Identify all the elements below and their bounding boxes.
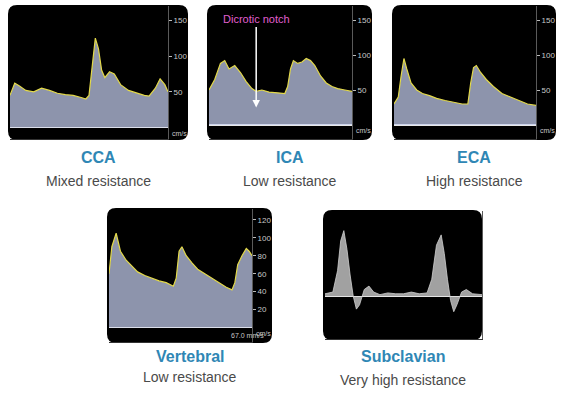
- svg-text:Low resistance: Low resistance: [143, 369, 237, 385]
- svg-text:cm/s: cm/s: [172, 130, 187, 137]
- svg-text:100: 100: [258, 234, 272, 243]
- svg-text:150: 150: [174, 16, 188, 25]
- svg-text:Mixed resistance: Mixed resistance: [46, 173, 151, 189]
- svg-text:High resistance: High resistance: [426, 173, 523, 189]
- svg-text:Very high resistance: Very high resistance: [340, 372, 466, 388]
- svg-text:ICA: ICA: [276, 149, 304, 166]
- svg-text:40: 40: [258, 287, 267, 296]
- svg-text:150: 150: [358, 16, 372, 25]
- svg-text:20: 20: [258, 305, 267, 314]
- svg-text:Dicrotic notch: Dicrotic notch: [223, 13, 290, 25]
- svg-text:50: 50: [358, 86, 367, 95]
- svg-text:Low resistance: Low resistance: [243, 173, 337, 189]
- svg-text:60: 60: [258, 270, 267, 279]
- svg-text:cm/s: cm/s: [256, 330, 271, 337]
- svg-text:80: 80: [258, 252, 267, 261]
- svg-text:ECA: ECA: [457, 149, 491, 166]
- svg-text:Subclavian: Subclavian: [361, 348, 445, 365]
- svg-text:100: 100: [358, 51, 372, 60]
- svg-text:50: 50: [542, 86, 551, 95]
- svg-text:50: 50: [174, 88, 183, 97]
- svg-text:100: 100: [542, 51, 556, 60]
- svg-text:67.0 mm/s: 67.0 mm/s: [231, 332, 264, 339]
- svg-text:cm/s: cm/s: [540, 127, 555, 134]
- svg-text:Vertebral: Vertebral: [156, 348, 224, 365]
- svg-text:150: 150: [542, 16, 556, 25]
- svg-text:100: 100: [174, 52, 188, 61]
- svg-text:cm/s: cm/s: [356, 127, 371, 134]
- svg-text:CCA: CCA: [81, 149, 116, 166]
- svg-text:120: 120: [258, 216, 272, 225]
